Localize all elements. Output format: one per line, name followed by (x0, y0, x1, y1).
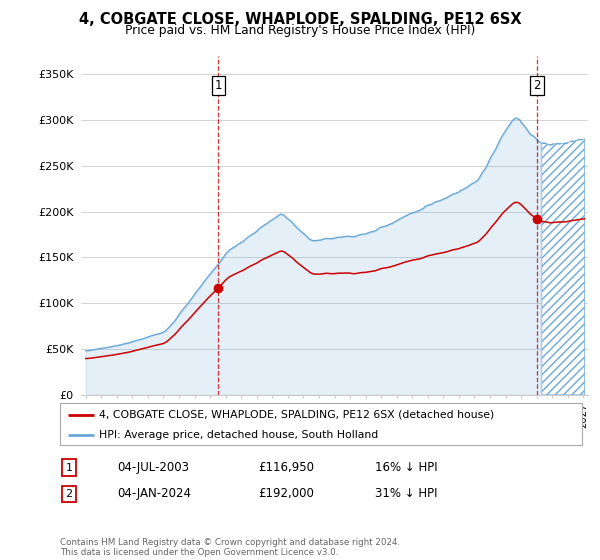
Text: 2: 2 (533, 79, 541, 92)
Text: 16% ↓ HPI: 16% ↓ HPI (375, 461, 437, 474)
Text: Price paid vs. HM Land Registry's House Price Index (HPI): Price paid vs. HM Land Registry's House … (125, 24, 475, 37)
Text: £192,000: £192,000 (258, 487, 314, 501)
Text: 31% ↓ HPI: 31% ↓ HPI (375, 487, 437, 501)
Text: 04-JAN-2024: 04-JAN-2024 (117, 487, 191, 501)
Text: HPI: Average price, detached house, South Holland: HPI: Average price, detached house, Sout… (99, 430, 379, 440)
Text: Contains HM Land Registry data © Crown copyright and database right 2024.
This d: Contains HM Land Registry data © Crown c… (60, 538, 400, 557)
Text: £116,950: £116,950 (258, 461, 314, 474)
Text: 4, COBGATE CLOSE, WHAPLODE, SPALDING, PE12 6SX (detached house): 4, COBGATE CLOSE, WHAPLODE, SPALDING, PE… (99, 409, 494, 419)
Text: 4, COBGATE CLOSE, WHAPLODE, SPALDING, PE12 6SX: 4, COBGATE CLOSE, WHAPLODE, SPALDING, PE… (79, 12, 521, 27)
Text: 1: 1 (215, 79, 222, 92)
Text: 2: 2 (65, 489, 73, 499)
Text: 04-JUL-2003: 04-JUL-2003 (117, 461, 189, 474)
Text: 1: 1 (65, 463, 73, 473)
